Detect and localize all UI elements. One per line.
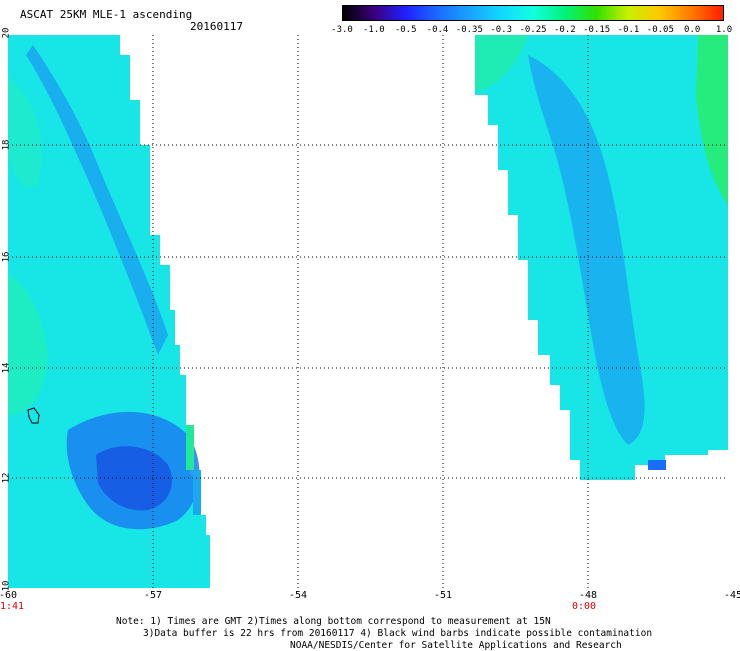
color-scale-tick-label: -0.5 [394, 25, 417, 35]
x-tick-label: -60 [0, 590, 18, 601]
left-swath-edge-green [186, 425, 194, 470]
color-scale-tick-label: -0.3 [490, 25, 512, 35]
color-scale-tick-label: -0.15 [583, 25, 611, 35]
lat-lon-grid [8, 35, 728, 588]
color-scale-tick-label: -0.4 [426, 25, 449, 35]
time-label: 1:41 [0, 601, 25, 612]
color-scale-tick-label: 0.0 [684, 25, 701, 35]
footnote-line-1: Note: 1) Times are GMT 2)Times along bot… [116, 616, 551, 627]
color-scale-tick-label: -0.1 [617, 25, 640, 35]
left-swath-low-band-north [26, 45, 168, 355]
color-scale-segment [438, 6, 470, 20]
right-swath [475, 35, 728, 480]
coastline-island [27, 407, 40, 424]
color-scale-segment [343, 6, 375, 20]
color-scale-bar [342, 5, 724, 21]
time-label: 0:00 [571, 601, 597, 612]
color-scale-tick-label: -0.2 [553, 25, 576, 35]
color-scale-tick-label: -0.25 [519, 25, 547, 35]
y-tick-label: 12 [1, 472, 12, 484]
x-tick-label: -54 [288, 590, 308, 601]
product-date: 20160117 [190, 20, 243, 33]
color-scale-segment [691, 6, 724, 20]
color-scale-segment [501, 6, 534, 20]
color-scale-segment [596, 6, 629, 20]
left-swath-green-patch [8, 275, 48, 415]
x-tick-label: -45 [723, 590, 740, 601]
color-scale-tick-label: -1.0 [362, 25, 385, 35]
color-scale-segment [469, 6, 502, 20]
y-tick-label: 10 [1, 580, 12, 592]
color-scale-segment [374, 6, 407, 20]
right-swath-green-edge [696, 35, 728, 205]
y-tick-label: 20 [1, 27, 12, 39]
left-swath-lowest-core [96, 446, 172, 511]
y-tick-label: 18 [1, 139, 12, 151]
color-scale-segment [533, 6, 565, 20]
color-scale-segment [628, 6, 660, 20]
color-scale-segment [659, 6, 692, 20]
left-swath-green-patch-north [8, 75, 42, 188]
color-scale-tick-label: -0.05 [646, 25, 674, 35]
color-scale-tick-label: -0.35 [455, 25, 483, 35]
x-tick-label: -48 [578, 590, 598, 601]
product-title: ASCAT 25KM MLE-1 ascending [20, 8, 193, 21]
footnote-line-2: 3)Data buffer is 22 hrs from 20160117 4)… [143, 628, 653, 639]
x-tick-label: -57 [143, 590, 163, 601]
y-tick-label: 14 [1, 362, 12, 374]
color-scale-segment [564, 6, 597, 20]
color-scale-labels: -3.0 -1.0 -0.5 -0.4 -0.35 -0.3 -0.25 -0.2 -0.15-… [320, 25, 740, 37]
y-tick-label: 16 [1, 251, 12, 263]
right-swath-low-band [528, 55, 645, 445]
left-swath [8, 35, 210, 588]
credit-line: NOAA/NESDIS/Center for Satellite Applica… [290, 640, 622, 651]
color-scale-tick-label: -3.0 [331, 25, 353, 35]
color-scale-segment [406, 6, 439, 20]
color-scale-tick-label: 1.0 [715, 25, 733, 35]
wind-data-map [8, 35, 728, 588]
right-swath-blue-pixel [648, 460, 666, 470]
x-tick-label: -51 [433, 590, 453, 601]
right-swath-green-north [475, 35, 528, 90]
left-swath-edge-blue [193, 470, 201, 515]
